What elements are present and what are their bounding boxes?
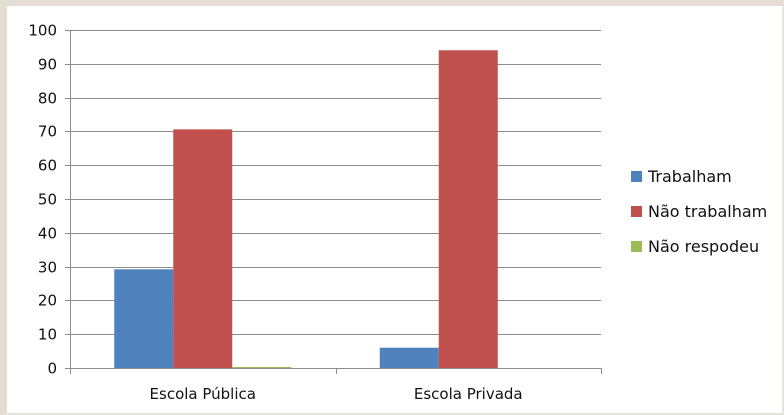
bars	[114, 50, 498, 368]
legend-swatch-2	[631, 206, 642, 217]
bar-2-1	[379, 347, 439, 368]
x-category-label-2: Escola Privada	[414, 385, 523, 403]
x-category-label-1: Escola Pública	[150, 385, 256, 403]
y-tick-label-70: 70	[38, 123, 57, 141]
y-tick-label-50: 50	[38, 191, 57, 209]
y-tick-label-20: 20	[38, 292, 57, 310]
bar-1-2	[173, 129, 233, 368]
bar-2-2	[438, 50, 498, 368]
y-tick-label-0: 0	[47, 360, 57, 378]
y-tick-label-40: 40	[38, 225, 57, 243]
y-tick-label-90: 90	[38, 56, 57, 74]
bar-1-3	[232, 366, 292, 368]
axes	[70, 30, 602, 374]
legend: Trabalham Não trabalham Não respodeu	[631, 167, 767, 256]
y-tick-label-80: 80	[38, 90, 57, 108]
x-axis-categories: Escola Pública Escola Privada	[150, 385, 523, 403]
y-tick-label-100: 100	[28, 22, 57, 40]
y-tick-label-10: 10	[38, 326, 57, 344]
legend-label-1: Trabalham	[647, 167, 732, 186]
y-tick-label-60: 60	[38, 157, 57, 175]
legend-label-2: Não trabalham	[648, 202, 767, 221]
legend-swatch-3	[631, 241, 642, 252]
legend-label-3: Não respodeu	[648, 237, 759, 256]
y-axis-ticks: 0 10 20 30 40 50 60 70 80 90 100	[28, 22, 70, 378]
legend-swatch-1	[631, 171, 642, 182]
y-tick-label-30: 30	[38, 259, 57, 277]
bar-1-1	[114, 269, 174, 368]
